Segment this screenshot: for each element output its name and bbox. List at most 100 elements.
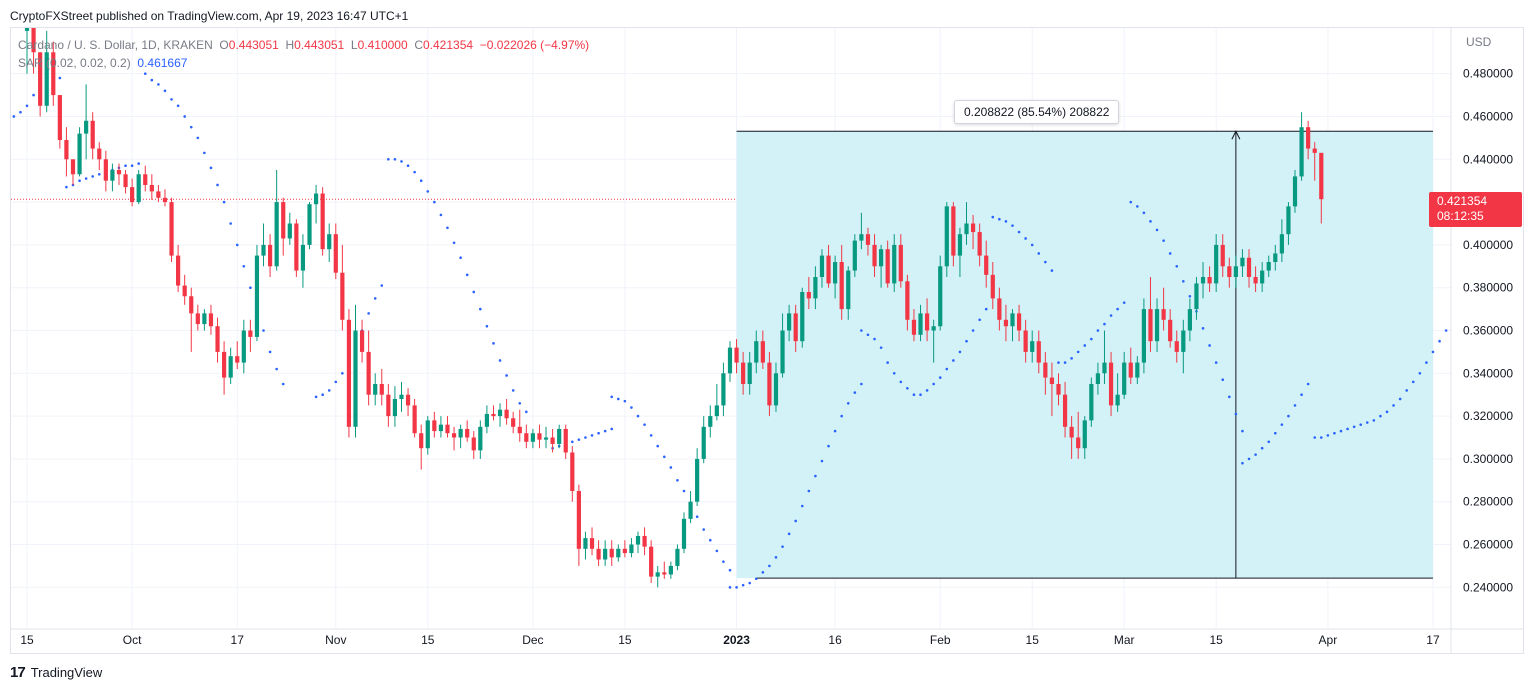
sar-dot [222,200,226,204]
chart-frame[interactable]: 0.4800000.4600000.4400000.4200000.400000… [10,27,1524,654]
sar-dot [65,185,68,189]
candle-body [24,28,30,31]
candle-body [852,240,857,271]
sar-dot [656,444,660,448]
sar-dot [787,532,791,536]
candle-body [445,424,450,434]
sar-dot [840,414,843,418]
sar-dot [1050,269,1054,272]
candle-body [662,572,667,575]
sar-dot [321,393,324,397]
candle-body [695,458,700,502]
indicator-legend: SAR (0.02, 0.02, 0.2) 0.461667 [18,56,187,70]
sar-dot [662,455,666,459]
sar-dot [1313,436,1317,439]
sar-dot [708,538,712,542]
sar-dot [676,479,679,482]
price-tick-label: 0.460000 [1463,109,1513,123]
candle-body [333,234,338,273]
candle-body [1102,362,1107,374]
candle-body [169,202,174,256]
sar-dot [866,333,870,337]
sar-dot [892,372,896,375]
candle-body [892,244,897,284]
candle-body [392,398,398,417]
candle-body [222,351,227,378]
sar-dot [952,359,955,362]
candle-body [353,330,358,427]
sar-dot [833,429,837,433]
candle-body [1003,319,1009,327]
sar-dot [1254,453,1257,456]
sar-dot [327,389,331,392]
candle-body [918,313,923,335]
sar-dot [341,372,344,375]
sar-dot [754,577,758,581]
measure-label: 0.208822 (85.54%) 208822 [954,100,1120,124]
candle-body [202,313,207,325]
sar-dot [768,564,771,568]
tradingview-logo-icon[interactable]: 17 [10,664,26,681]
sar-indicator [12,72,1448,589]
sar-dot [1024,237,1027,240]
candle-body [649,546,654,577]
sar-dot [525,410,528,414]
close-value: 0.421354 [423,38,474,52]
sar-dot [814,474,817,478]
candle-body [64,140,69,160]
brand-name[interactable]: TradingView [30,665,103,680]
price-tick-label: 0.280000 [1463,495,1513,509]
sar-dot [505,374,508,377]
sar-dot [281,382,285,386]
sar-dot [1149,220,1152,223]
candle-body [603,548,608,560]
sar-dot [748,581,751,585]
sar-dot [465,273,469,277]
candle-body [550,437,555,444]
sar-dot [143,72,147,75]
footer[interactable]: 17 TradingView [10,664,102,681]
sar-dot [1267,440,1271,444]
candle-body [1312,148,1317,153]
sar-dot [781,545,784,548]
time-tick-label: Dec [522,633,543,647]
sar-dot [1221,378,1225,382]
sar-dot [124,164,127,168]
sar-dot [1319,436,1323,439]
candle-body [1122,362,1127,395]
candle-body [793,313,798,342]
sar-dot [1287,414,1290,418]
sar-dot [1136,205,1139,208]
time-tick-label: 16 [828,633,842,647]
symbol-label: Cardano / U. S. Dollar, 1D, KRAKEN [18,38,213,52]
price-tick-label: 0.440000 [1463,152,1513,166]
candle-body [721,373,726,406]
sar-dot [761,571,765,574]
sar-dot [97,172,101,176]
sar-dot [603,429,607,433]
candle-body [767,362,772,406]
candle-body [655,572,660,577]
price-tick-label: 0.300000 [1463,452,1513,466]
candle-body [228,356,233,378]
price-chart[interactable]: 0.4800000.4600000.4400000.4200000.400000… [11,28,1523,653]
candle-body [885,249,890,284]
sar-dot [1037,252,1041,255]
price-tick-label: 0.480000 [1463,67,1513,81]
sar-dot [728,568,732,572]
candle-body [1207,276,1212,284]
candle-body [990,274,995,299]
sar-dot [741,583,745,587]
sar-dot [367,312,370,315]
sar-dot [262,329,265,332]
candle-body [668,565,673,575]
sar-dot [387,157,390,161]
candle-body [44,52,49,106]
time-tick-label: 17 [231,633,245,647]
sar-dot [373,297,377,300]
candle-body [465,428,470,438]
candle-body [215,326,220,352]
candle-body [839,262,844,310]
candle-body [589,538,595,549]
candle-body [241,330,246,363]
